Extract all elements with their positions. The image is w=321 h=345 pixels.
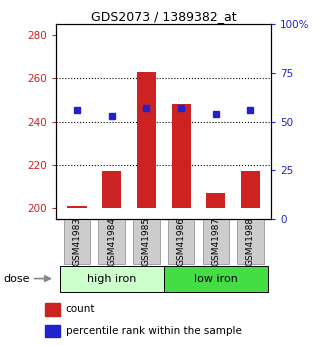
Bar [60, 266, 164, 292]
Text: percentile rank within the sample: percentile rank within the sample [65, 326, 241, 336]
Text: dose: dose [3, 274, 30, 284]
Bar [203, 219, 229, 264]
Bar [237, 219, 264, 264]
Text: GSM41984: GSM41984 [107, 217, 116, 266]
Text: GSM41986: GSM41986 [177, 217, 186, 266]
Bar [168, 219, 194, 264]
Bar [67, 206, 87, 208]
Text: GSM41988: GSM41988 [246, 217, 255, 266]
Bar [45, 303, 60, 316]
Bar [64, 219, 90, 264]
Bar [164, 266, 268, 292]
Bar [45, 325, 60, 337]
Text: high iron: high iron [87, 274, 136, 284]
Text: GSM41987: GSM41987 [211, 217, 220, 266]
Bar [133, 219, 160, 264]
Bar [102, 171, 121, 208]
Bar [206, 193, 225, 208]
Text: GSM41985: GSM41985 [142, 217, 151, 266]
Bar [137, 72, 156, 208]
Text: GSM41983: GSM41983 [73, 217, 82, 266]
Bar [241, 171, 260, 208]
Text: low iron: low iron [194, 274, 238, 284]
Text: count: count [65, 304, 95, 314]
Title: GDS2073 / 1389382_at: GDS2073 / 1389382_at [91, 10, 237, 23]
Bar [99, 219, 125, 264]
Bar [171, 104, 191, 208]
